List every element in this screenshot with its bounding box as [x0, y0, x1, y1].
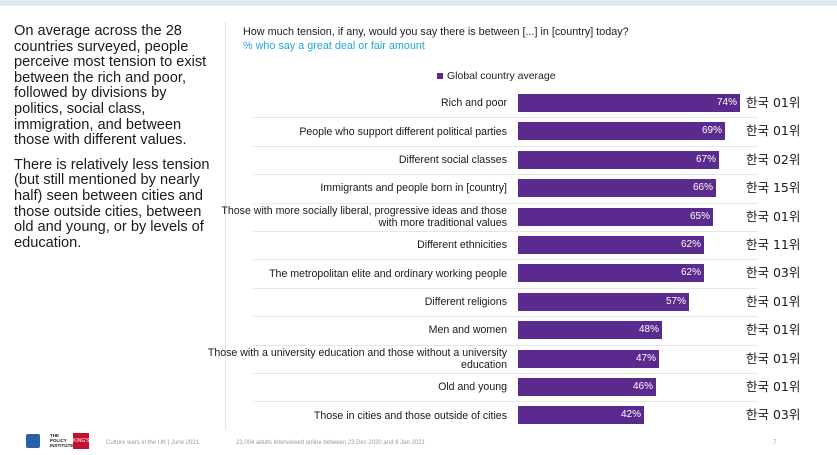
row-separator — [253, 117, 758, 119]
chart-subtitle: % who say a great deal or fair amount — [243, 40, 425, 52]
bar — [518, 179, 716, 198]
row-separator — [253, 344, 758, 346]
row-separator — [253, 174, 758, 176]
category-label: Different ethnicities — [417, 239, 507, 252]
chart-row: Men and women 48% 한국 01위 — [243, 316, 833, 344]
bar — [518, 207, 713, 226]
vertical-divider — [225, 22, 226, 430]
bar-value-label: 48% — [638, 324, 659, 336]
bar — [518, 321, 662, 340]
policy-institute-logo: THE POLICY INSTITUTE — [50, 433, 74, 448]
category-label: The metropolitan elite and ordinary work… — [269, 267, 507, 280]
rank-annotation: 한국 02위 — [746, 151, 801, 167]
rank-annotation: 한국 15위 — [746, 180, 801, 196]
bar — [518, 406, 644, 425]
bar-value-label: 67% — [695, 153, 716, 165]
chart-row: Different religions 57% 한국 01위 — [243, 288, 833, 316]
bar — [518, 150, 719, 169]
category-label: Those with a university education and th… — [207, 346, 507, 371]
rank-annotation: 한국 03위 — [746, 265, 801, 281]
category-label: People who support different political p… — [299, 125, 507, 138]
row-separator — [253, 202, 758, 204]
chart-row: Those with a university education and th… — [208, 345, 833, 373]
legend-label: Global country average — [447, 70, 556, 82]
chart-row: People who support different political p… — [243, 117, 833, 145]
chart-row: Rich and poor 74% 한국 01위 — [243, 89, 833, 117]
chart-title: How much tension, if any, would you say … — [243, 26, 629, 38]
chart-row: Old and young 46% 한국 01위 — [243, 373, 833, 401]
bar-value-label: 62% — [680, 239, 701, 250]
summary-paragraph-2: There is relatively less tension (but st… — [14, 156, 210, 251]
bar — [518, 378, 656, 396]
rank-annotation: 한국 01위 — [746, 322, 801, 338]
bar-value-label: 47% — [635, 352, 656, 364]
row-separator — [253, 401, 758, 403]
bar-value-label: 62% — [680, 267, 701, 279]
category-label: Rich and poor — [441, 97, 507, 110]
bar-value-label: 46% — [632, 381, 653, 392]
ipsos-logo — [26, 434, 40, 448]
rank-annotation: 한국 01위 — [746, 293, 801, 309]
page-number: 7 — [773, 440, 777, 446]
category-label: Different religions — [424, 295, 507, 308]
bar — [518, 122, 725, 141]
category-label: Those with more socially liberal, progre… — [221, 204, 507, 229]
category-label: Old and young — [438, 381, 507, 394]
bar-chart: Rich and poor 74% 한국 01위 People who support… — [208, 89, 833, 429]
chart-row: Different social classes 67% 한국 02위 — [243, 146, 833, 174]
row-separator — [253, 316, 758, 318]
rank-annotation: 한국 03위 — [746, 407, 801, 423]
bar-value-label: 66% — [692, 182, 713, 194]
top-strip — [0, 0, 837, 6]
category-label: Men and women — [428, 324, 507, 337]
summary-text: On average across the 28 countries surve… — [14, 23, 219, 260]
rank-annotation: 한국 01위 — [746, 123, 801, 139]
bar — [518, 292, 689, 311]
chart-row: Those in cities and those outside of cit… — [243, 401, 833, 429]
bar-value-label: 57% — [665, 295, 686, 307]
rank-annotation: 한국 01위 — [746, 208, 801, 224]
bar — [518, 264, 704, 283]
bar-value-label: 69% — [701, 125, 722, 137]
bar-value-label: 65% — [689, 210, 710, 222]
summary-paragraph-1: On average across the 28 countries surve… — [14, 23, 207, 149]
row-separator — [253, 259, 758, 261]
chart-row: Immigrants and people born in [country] 6… — [243, 174, 833, 202]
row-separator — [253, 231, 758, 232]
kings-logo: KING'S — [73, 433, 90, 449]
chart-row: The metropolitan elite and ordinary work… — [243, 259, 833, 287]
row-separator — [253, 287, 758, 289]
chart-row: Those with more socially liberal, progre… — [221, 203, 833, 231]
footer-source: Culture wars in the UK | June 2021 — [106, 440, 199, 446]
category-label: Immigrants and people born in [country] — [320, 182, 507, 195]
category-label: Different social classes — [398, 153, 507, 166]
category-label: Those in cities and those outside of cit… — [313, 409, 507, 422]
footer-note: 23,004 adults interviewed online between… — [236, 440, 425, 446]
rank-annotation: 한국 01위 — [746, 95, 801, 110]
row-separator — [253, 145, 758, 147]
rank-annotation: 한국 01위 — [746, 379, 801, 394]
chart-row: Different ethnicities 62% 한국 11위 — [243, 231, 833, 259]
rank-annotation: 한국 11위 — [746, 237, 801, 252]
bar — [518, 94, 740, 112]
bar — [518, 236, 704, 254]
legend-swatch — [437, 73, 443, 79]
bar-value-label: 42% — [620, 409, 641, 421]
chart-legend: Global country average — [437, 70, 556, 82]
footer: THE POLICY INSTITUTE KING'S Culture wars… — [0, 432, 837, 455]
bar-value-label: 74% — [716, 97, 737, 108]
bar — [518, 349, 659, 368]
rank-annotation: 한국 01위 — [746, 350, 801, 366]
row-separator — [253, 373, 758, 374]
